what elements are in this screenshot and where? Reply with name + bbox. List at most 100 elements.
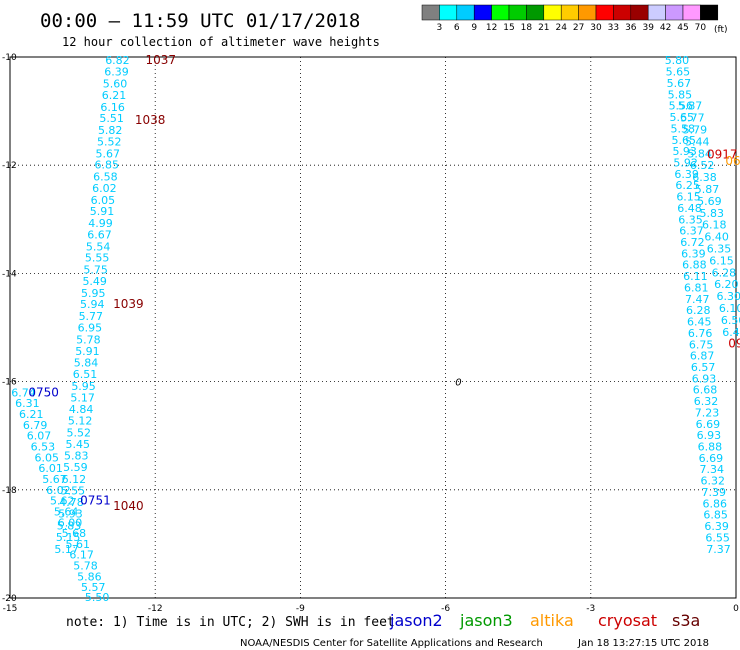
swh-point: 6.39 [704,520,729,533]
swh-point: 6.05 [35,451,60,464]
swh-point: 5.69 [697,195,722,208]
swh-point: 5.83 [700,207,725,220]
colorbar-label: 12 [486,23,497,33]
x-tick-label: -6 [441,604,450,614]
colorbar-label: 18 [521,23,533,33]
time-label: 1037 [146,53,177,67]
swh-point: 7.34 [700,463,725,476]
annotations: 0 [455,378,461,389]
swh-point: 5.52 [66,426,91,439]
swh-point: 5.92 [673,156,698,169]
swh-point: 6.28 [686,304,711,317]
swh-point: 6.67 [87,228,112,241]
colorbar-swatch [630,4,649,21]
swh-point: 6.10 [719,302,740,315]
footer-timestamp: Jan 18 13:27:15 UTC 2018 [577,638,709,649]
swh-point: 6.15 [676,191,701,204]
colorbar-swatch [595,4,614,21]
swh-point: 5.52 [97,135,122,148]
x-tick-label: -15 [3,604,18,614]
colorbar-swatch [647,4,666,21]
swh-point: 6.51 [73,368,98,381]
colorbar-label: 15 [503,23,514,33]
colorbar-label: 70 [695,23,707,33]
wave-height-points: 6.826.395.606.216.165.515.825.525.676.85… [11,54,740,604]
x-tick-label: -3 [586,604,595,614]
swh-point: 5.75 [83,264,108,277]
swh-point: 6.87 [690,350,715,363]
swh-point: 6.72 [680,236,705,249]
swh-point: 5.57 [81,581,106,594]
swh-point: 5.62 [50,495,75,508]
swh-point: 6.15 [709,254,734,267]
swh-point: 6.31 [15,397,40,410]
satellite-legend: jason2 jason3 altika cryosat s3a [389,611,700,630]
swh-point: 7.47 [685,293,710,306]
swh-point: 6.35 [678,213,703,226]
colorbar-label: 9 [471,23,477,33]
colorbar: 3 6 9 12 15 18 21 24 27 30 33 36 39 42 45 70 [421,4,719,33]
swh-point: 6.95 [78,322,103,335]
swh-point: 5.59 [63,461,88,474]
swh-point: 5.82 [98,124,123,137]
colorbar-label: 27 [573,23,584,33]
swh-point: 6.40 [704,231,729,244]
swh-point: 6.81 [684,281,709,294]
swh-point: 6.30 [716,290,740,303]
swh-point: 6.58 [93,171,118,184]
colorbar-label: 39 [642,23,654,33]
y-tick-label: -12 [2,161,17,171]
swh-point: 6.45 [687,316,712,329]
swh-point: 5.93 [58,508,83,521]
swh-point: 6.17 [69,549,94,562]
satellite-altika: altika [530,611,574,630]
colorbar-swatch [560,4,579,21]
swh-point: 6.12 [62,473,87,486]
swh-point: 5.87 [678,100,703,113]
y-tick-label: -16 [2,378,17,388]
swh-point: 5.12 [68,415,93,428]
colorbar-swatch [473,4,492,21]
swh-point: 5.77 [680,112,705,125]
swh-point: 6.48 [677,202,702,215]
swh-point: 6.75 [689,338,714,351]
swh-point: 6.16 [100,101,125,114]
y-tick-label: -20 [2,594,17,604]
swh-point: 6.82 [105,54,130,67]
swh-point: 6.88 [682,259,707,272]
colorbar-swatch [456,4,475,21]
swh-point: 5.15 [56,531,81,544]
plot-frame [9,56,737,599]
time-label: 0751 [80,494,111,508]
swh-point: 5.95 [81,287,106,300]
swh-point: 6.39 [681,247,706,260]
swh-point: 5.78 [76,333,101,346]
swh-point: 5.61 [66,538,91,551]
swh-point: 6.02 [92,182,117,195]
colorbar-label: 6 [454,23,460,33]
satellite-s3a: s3a [672,611,700,630]
swh-point: 6.52 [690,159,715,172]
swh-point: 6.32 [701,475,726,488]
swh-point: 5.17 [54,543,79,556]
colorbar-swatch [578,4,597,21]
swh-point: 6.69 [696,418,721,431]
swh-point: 6.28 [712,266,737,279]
colorbar-swatch [613,4,632,21]
colorbar-swatch [508,4,527,21]
swh-point: 6.21 [19,408,44,421]
swh-point: 5.93 [672,145,697,158]
swh-point: 6.53 [31,441,56,454]
footer-note: note: 1) Time is in UTC; 2) SWH is in fe… [66,615,395,630]
swh-point: 6.85 [95,159,120,172]
swh-point: 6.20 [714,278,739,291]
time-label: 0750 [28,385,59,399]
swh-point: 6.11 [683,270,708,283]
satellite-jason2: jason2 [389,611,443,630]
swh-point: 6.79 [23,419,48,432]
swh-point: 5.83 [57,520,82,533]
swh-point: 5.79 [683,123,708,136]
swh-point: 5.94 [80,298,105,311]
swh-point: 5.54 [86,240,111,253]
